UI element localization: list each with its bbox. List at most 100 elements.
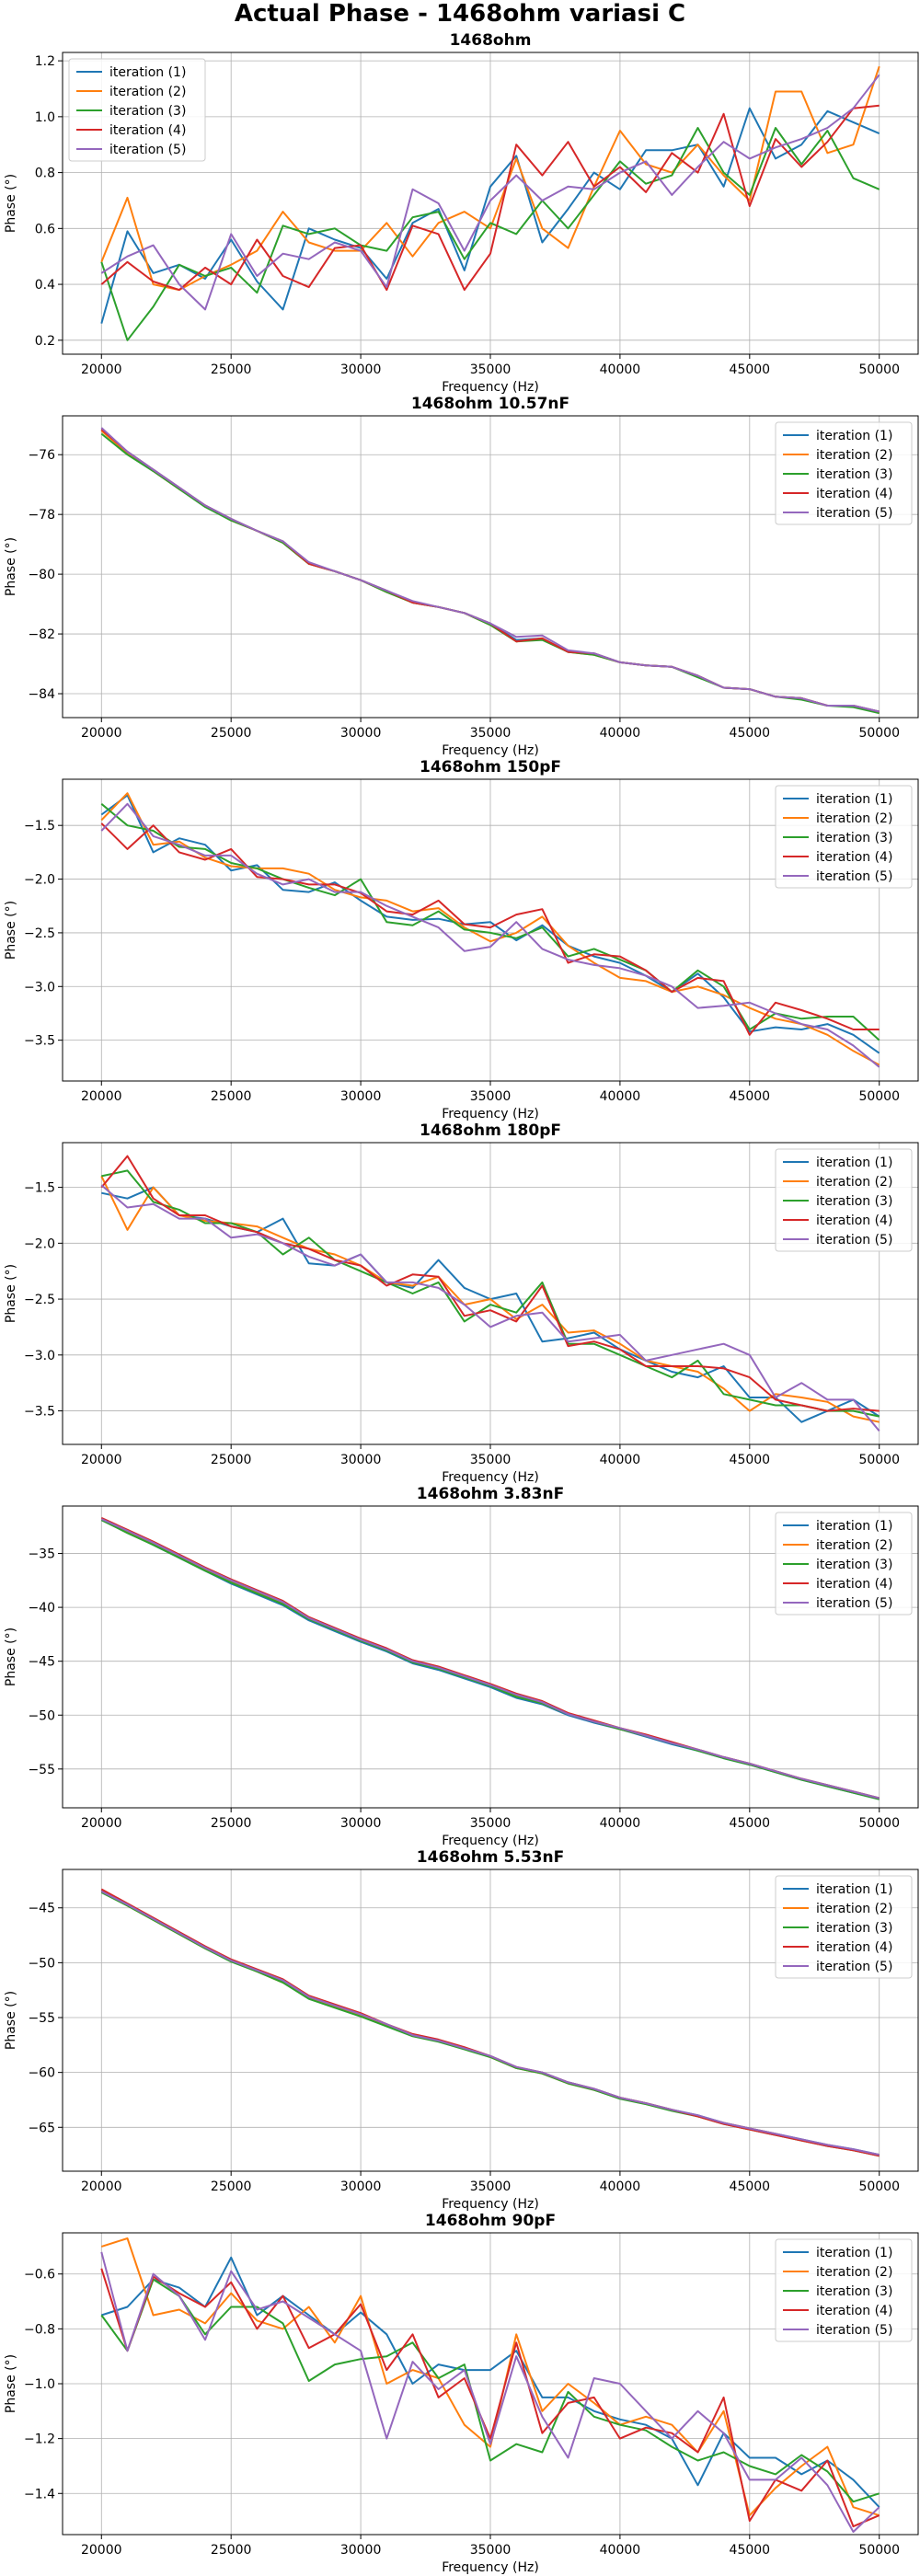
x-tick-label: 25000 — [211, 1453, 252, 1467]
x-tick-label: 35000 — [470, 2179, 512, 2194]
y-tick-label: −3.5 — [24, 1034, 55, 1049]
subplot-title: 1468ohm 180pF — [420, 1121, 561, 1140]
x-tick-label: 40000 — [600, 2543, 641, 2558]
legend-label: iteration (3) — [816, 467, 892, 482]
y-tick-label: −80 — [28, 568, 55, 582]
y-axis-label: Phase (°) — [4, 537, 18, 596]
y-tick-label: 0.4 — [35, 278, 55, 293]
x-axis-label: Frequency (Hz) — [442, 380, 539, 395]
y-tick-label: −1.4 — [24, 2487, 55, 2501]
x-tick-label: 30000 — [340, 1089, 382, 1104]
y-tick-label: −2.0 — [24, 873, 55, 888]
legend-label: iteration (1) — [816, 1882, 892, 1897]
legend: iteration (1) iteration (2) iteration (3) i… — [775, 1512, 913, 1616]
y-tick-label: −2.5 — [24, 1293, 55, 1307]
legend: iteration (1) iteration (2) iteration (3) i… — [775, 1875, 913, 1979]
x-tick-label: 40000 — [600, 1089, 641, 1104]
x-axis-label: Frequency (Hz) — [442, 743, 539, 758]
legend-label: iteration (2) — [816, 1538, 892, 1553]
y-tick-label: −50 — [28, 1956, 55, 1971]
x-tick-label: 35000 — [470, 1816, 512, 1831]
plot-frame — [62, 778, 919, 1082]
x-axis-label: Frequency (Hz) — [442, 1834, 539, 1848]
legend-label: iteration (1) — [816, 429, 892, 443]
x-tick-label: 20000 — [81, 1089, 122, 1104]
x-tick-label: 35000 — [470, 2543, 512, 2558]
y-tick-label: −2.0 — [24, 1236, 55, 1251]
subplot-7: 20000 25000 30000 35000 40000 45000 50000 −1.4 −… — [4, 2212, 919, 2575]
x-tick-label: 45000 — [730, 1453, 771, 1467]
legend-label: iteration (2) — [816, 2265, 892, 2280]
legend: iteration (1) iteration (2) iteration (3) i… — [775, 1148, 913, 1252]
figure-title: Actual Phase - 1468ohm variasi C — [234, 0, 686, 28]
legend-label: iteration (3) — [816, 1921, 892, 1936]
series-line-iteration-2 — [100, 792, 880, 1066]
legend-box — [775, 1875, 913, 1979]
y-axis-label: Phase (°) — [4, 1627, 18, 1686]
x-tick-label: 20000 — [81, 362, 122, 377]
legend-label: iteration (5) — [816, 1233, 892, 1248]
legend-label: iteration (5) — [109, 143, 186, 157]
x-tick-label: 30000 — [340, 726, 382, 741]
x-tick-label: 40000 — [600, 1816, 641, 1831]
x-tick-label: 25000 — [211, 2543, 252, 2558]
series-line-iteration-4 — [100, 822, 880, 1036]
x-tick-label: 35000 — [470, 1089, 512, 1104]
y-axis-label: Phase (°) — [4, 2354, 18, 2413]
y-tick-label: −1.2 — [24, 2432, 55, 2447]
plot-frame — [62, 1505, 919, 1809]
legend-label: iteration (5) — [816, 869, 892, 884]
subplot-title: 1468ohm 3.83nF — [417, 1485, 564, 1503]
x-tick-label: 20000 — [81, 1816, 122, 1831]
plot-frame — [62, 1142, 919, 1445]
y-tick-label: 0.8 — [35, 167, 55, 181]
x-tick-label: 40000 — [600, 2179, 641, 2194]
plot-frame — [62, 1869, 919, 2172]
legend: iteration (1) iteration (2) iteration (3) i… — [68, 58, 206, 162]
subplot-5: 20000 25000 30000 35000 40000 45000 50000 −55 −5… — [4, 1485, 919, 1848]
x-tick-label: 45000 — [730, 2179, 771, 2194]
y-tick-label: −3.0 — [24, 980, 55, 995]
legend-label: iteration (3) — [816, 1194, 892, 1209]
y-tick-label: −82 — [28, 627, 55, 642]
legend-label: iteration (4) — [816, 487, 892, 501]
series-line-iteration-5 — [100, 1891, 880, 2156]
x-tick-label: 20000 — [81, 2543, 122, 2558]
series-line-iteration-5 — [100, 74, 880, 311]
y-tick-label: −1.5 — [24, 1181, 55, 1196]
x-tick-label: 20000 — [81, 1453, 122, 1467]
y-tick-label: −35 — [28, 1547, 55, 1562]
legend-label: iteration (1) — [816, 2246, 892, 2260]
legend: iteration (1) iteration (2) iteration (3) i… — [775, 785, 913, 889]
legend-label: iteration (1) — [109, 65, 186, 80]
subplot-4: 20000 25000 30000 35000 40000 45000 50000 −3.5 −… — [4, 1121, 919, 1485]
x-tick-label: 45000 — [730, 726, 771, 741]
series-line-iteration-1 — [100, 2256, 880, 2508]
x-tick-label: 30000 — [340, 1453, 382, 1467]
x-tick-label: 30000 — [340, 1816, 382, 1831]
subplot-title: 1468ohm 10.57nF — [411, 395, 569, 413]
x-tick-label: 40000 — [600, 362, 641, 377]
legend-label: iteration (4) — [109, 123, 186, 138]
legend-label: iteration (4) — [816, 2304, 892, 2318]
x-tick-label: 50000 — [858, 2543, 900, 2558]
legend-label: iteration (4) — [816, 850, 892, 865]
series-line-iteration-5 — [100, 2251, 880, 2533]
y-tick-label: −76 — [28, 448, 55, 463]
legend-label: iteration (5) — [816, 1960, 892, 1974]
series-line-iteration-5 — [100, 1518, 880, 1800]
x-tick-label: 30000 — [340, 362, 382, 377]
x-tick-label: 25000 — [211, 1816, 252, 1831]
y-tick-label: −45 — [28, 1655, 55, 1670]
subplot-title: 1468ohm 90pF — [425, 2212, 556, 2230]
legend-label: iteration (2) — [816, 811, 892, 826]
legend-label: iteration (5) — [816, 1596, 892, 1611]
y-tick-label: −50 — [28, 1708, 55, 1723]
x-tick-label: 40000 — [600, 1453, 641, 1467]
series-line-iteration-1 — [100, 794, 880, 1054]
legend-label: iteration (4) — [816, 1213, 892, 1228]
x-tick-label: 25000 — [211, 726, 252, 741]
legend-box — [775, 421, 913, 525]
legend-box — [68, 58, 206, 162]
